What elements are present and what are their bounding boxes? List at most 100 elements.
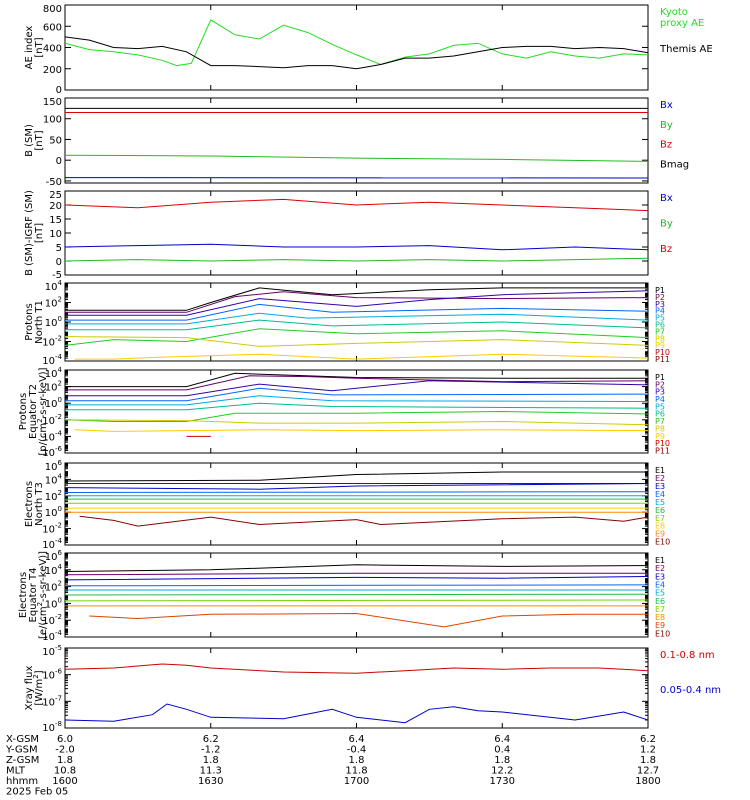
panel-pn: 10-4 10-2 100 102 104 Protons North T1 P1P2P3P4…	[24, 279, 670, 367]
series-line-E4	[65, 584, 648, 587]
ephemeris-value: 1730	[490, 776, 515, 787]
y-axis-label: Equator T2	[28, 384, 39, 439]
legend-entry: By	[660, 218, 673, 229]
legend-entry: P8	[655, 424, 665, 433]
y-tick-label: 10-2	[42, 613, 62, 627]
y-tick-label: 102	[45, 380, 62, 394]
series-group	[65, 663, 648, 724]
ephemeris-value: 1.8	[57, 755, 73, 766]
y-tick-label: -50	[46, 177, 62, 188]
ephemeris-value: 1.8	[494, 755, 510, 766]
series-line-E3	[65, 483, 648, 490]
ephemeris-value: 12.2	[491, 766, 513, 777]
series-line-P9	[74, 429, 648, 432]
legend-entry: E8	[655, 613, 665, 622]
y-tick-label: 100	[45, 315, 62, 329]
y-tick-label: 400	[43, 44, 62, 55]
y-tick-label: 200	[43, 65, 62, 76]
y-tick-label: 150	[43, 97, 62, 108]
legend-entry: E3	[655, 572, 665, 581]
y-tick-label: 10-7	[42, 694, 62, 708]
y-tick-label: 600	[43, 22, 62, 33]
panel-frame	[64, 97, 649, 184]
ephemeris-value: 6.4	[349, 734, 365, 745]
legend-entry: E1	[655, 556, 665, 565]
ephemeris-value: -2.0	[55, 745, 75, 756]
panel-frame	[64, 190, 649, 276]
ephemeris-value: 6.0	[57, 734, 73, 745]
panel-frame	[64, 462, 649, 546]
ephemeris-label: MLT	[6, 766, 26, 777]
y-axis-label: [nT]	[34, 223, 45, 243]
series-line-By	[65, 257, 648, 262]
y-tick-label: 100	[45, 505, 62, 519]
y-tick-label: 0	[56, 85, 62, 96]
ephemeris-value: 6.2	[203, 734, 219, 745]
series-line-0.1-0.8-nm	[65, 663, 648, 674]
y-axis-label: [W/m2]	[32, 670, 45, 705]
legend-entry: P10	[655, 348, 670, 357]
ephemeris-value: 0.4	[494, 745, 510, 756]
legend-entry: E7	[655, 514, 665, 523]
legend-entry: P2	[655, 293, 665, 302]
series-line-E2	[65, 572, 648, 576]
y-axis-label: B (SM)	[24, 124, 35, 157]
legend-entry: P7	[655, 417, 665, 426]
y-tick-label: 10-6	[42, 668, 62, 682]
panel-frame	[64, 369, 649, 454]
legend-entry: E2	[655, 564, 665, 573]
series-line-P8	[65, 419, 648, 426]
legend-entry: P5	[655, 402, 665, 411]
series-line-E9	[89, 612, 648, 628]
series-line-P9	[74, 353, 648, 360]
ephemeris-value: 1.8	[349, 755, 365, 766]
legend-entry: P7	[655, 327, 665, 336]
y-tick-label: 10-6	[42, 445, 62, 459]
series-group	[65, 564, 648, 628]
series-line-E7	[65, 599, 648, 602]
ephemeris-value: 1800	[635, 776, 660, 787]
series-line-By	[65, 154, 648, 162]
legend-entry: E4	[655, 580, 665, 589]
y-tick-label: 800	[43, 4, 62, 15]
y-tick-label: 10-2	[42, 413, 62, 427]
series-line-E3	[65, 576, 648, 581]
y-tick-label: 102	[45, 296, 62, 310]
legend-entry: P4	[655, 307, 665, 316]
series-group	[65, 198, 648, 262]
legend-entry: E5	[655, 498, 665, 507]
y-tick-label: 104	[45, 472, 63, 486]
legend-entry: Bz	[660, 140, 672, 151]
series-line-P4	[65, 387, 648, 402]
y-tick-label: 106	[45, 549, 63, 563]
y-tick-label: 100	[45, 396, 62, 410]
y-tick-label: 102	[45, 489, 62, 503]
ephemeris-value: 11.8	[345, 766, 367, 777]
legend-entry: P9	[655, 432, 665, 441]
y-tick-label: -5	[52, 270, 62, 281]
ephemeris-value: 1.8	[203, 755, 219, 766]
y-tick-label: 104	[45, 563, 63, 577]
y-tick-label: 10-4	[42, 353, 62, 367]
legend-entry: P8	[655, 334, 665, 343]
date-label: 2025 Feb 05	[6, 787, 68, 798]
ephemeris-label: hhmm	[6, 776, 38, 787]
legend-entry: Bmag	[660, 159, 689, 170]
ephemeris-footer: X-GSM 6.0 6.2 6.4 6.4 6.2 Y-GSM -2.0 -1.2 -0.4 0.4…	[5, 734, 661, 798]
series-line-P6	[65, 319, 648, 331]
legend-entry: P6	[655, 410, 665, 419]
series-line-Bx	[65, 243, 648, 251]
y-tick-label: 0	[56, 257, 62, 268]
legend-entry: E2	[655, 474, 665, 483]
y-axis-label: AE index	[24, 26, 35, 70]
series-line-Bz	[65, 198, 648, 212]
series-line-P1	[65, 372, 648, 388]
y-tick-label: 104	[45, 279, 63, 293]
legend-entry: E8	[655, 522, 665, 531]
y-tick-label: 102	[45, 580, 62, 594]
y-tick-label: 15	[49, 215, 62, 226]
